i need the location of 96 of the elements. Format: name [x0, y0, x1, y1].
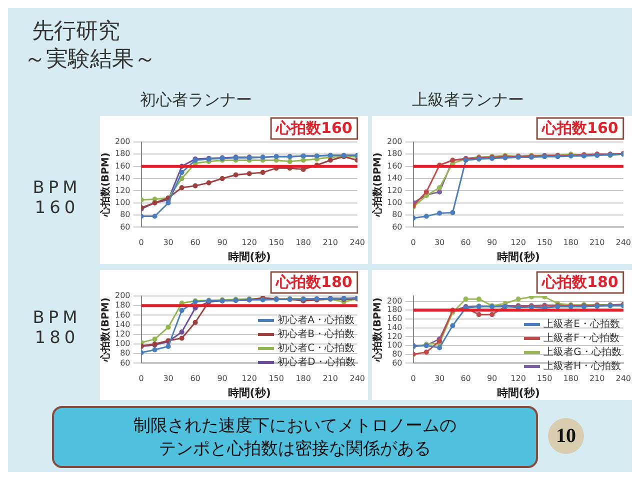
x-tick-label: 180: [563, 238, 578, 248]
y-tick-label: 120: [114, 186, 130, 195]
y-tick-label: 180: [114, 300, 130, 310]
legend-label: 上級者E・心拍数: [544, 318, 620, 331]
y-tick-label: 100: [386, 340, 402, 350]
text: 10: [548, 418, 584, 454]
y-axis-title: 心拍数(BPM): [372, 298, 384, 363]
text: 制限された速度下においてメトロノームの: [134, 415, 456, 437]
y-axis-title: 心拍数(BPM): [100, 298, 112, 363]
x-tick-label: 150: [536, 374, 552, 384]
y-tick-label: 160: [386, 314, 402, 324]
x-tick-label: 30: [434, 238, 445, 248]
text: BPM 160: [32, 178, 82, 218]
x-tick-label: 30: [434, 374, 445, 384]
x-tick-label: 150: [536, 238, 552, 248]
x-tick-label: 120: [510, 374, 526, 384]
x-tick-label: 30: [163, 238, 174, 248]
x-tick-label: 180: [296, 374, 311, 384]
y-tick-label: 160: [114, 161, 130, 170]
x-tick-label: 210: [322, 238, 338, 248]
x-tick-label: 120: [510, 238, 526, 248]
y-tick-label: 180: [386, 305, 402, 314]
y-tick-label: 100: [386, 198, 402, 207]
legend-label: 上級者F・心拍数: [544, 332, 620, 345]
x-tick-label: 180: [296, 238, 311, 248]
x-tick-label: 0: [138, 374, 144, 384]
x-tick-label: 240: [616, 238, 632, 248]
x-tick-label: 210: [589, 374, 605, 384]
text: ～実験結果～: [24, 46, 156, 74]
y-tick-label: 80: [120, 348, 130, 358]
y-tick-label: 120: [386, 186, 402, 195]
chart-title: 上級者ランナー: [412, 90, 524, 111]
x-tick-label: 90: [217, 374, 228, 384]
ref-line-label: 心拍数180: [275, 272, 352, 291]
y-tick-label: 60: [392, 358, 402, 368]
text: BPM 180: [32, 308, 82, 348]
x-tick-label: 30: [163, 374, 174, 384]
ref-line-label: 心拍数160: [275, 118, 352, 137]
y-tick-label: 140: [114, 174, 130, 183]
x-tick-label: 180: [563, 374, 578, 384]
y-tick-label: 80: [392, 210, 402, 220]
y-tick-label: 80: [392, 349, 402, 358]
text: 先行研究: [32, 18, 120, 46]
y-tick-label: 120: [114, 329, 130, 338]
y-tick-label: 60: [120, 358, 130, 368]
y-axis-title: 心拍数(BPM): [100, 152, 112, 218]
x-axis-title: 時間(秒): [228, 386, 271, 400]
y-tick-label: 180: [114, 149, 130, 158]
x-tick-label: 120: [242, 374, 257, 384]
x-tick-label: 90: [217, 238, 228, 248]
legend-label: 上級者H・心拍数: [544, 360, 622, 373]
y-tick-label: 60: [120, 222, 130, 232]
x-tick-label: 210: [322, 374, 338, 384]
chart-title: 初心者ランナー: [140, 90, 252, 111]
x-tick-label: 150: [268, 238, 284, 248]
y-tick-label: 100: [114, 339, 130, 348]
x-tick-label: 90: [486, 238, 498, 248]
x-tick-label: 0: [410, 238, 416, 248]
x-tick-label: 240: [616, 374, 632, 384]
x-axis-title: 時間(秒): [228, 250, 271, 264]
x-tick-label: 210: [589, 238, 605, 248]
x-tick-label: 240: [350, 238, 366, 248]
y-tick-label: 200: [114, 137, 130, 146]
legend-label: 初心者B・心拍数: [278, 328, 355, 341]
x-tick-label: 0: [138, 238, 144, 248]
x-tick-label: 60: [460, 374, 471, 384]
y-tick-label: 200: [386, 137, 402, 146]
ref-line-label: 心拍数160: [541, 118, 618, 137]
y-tick-label: 80: [120, 210, 130, 220]
legend-label: 上級者G・心拍数: [544, 346, 622, 359]
x-axis-title: 時間(秒): [496, 386, 540, 400]
y-tick-label: 140: [386, 174, 402, 183]
y-tick-label: 200: [114, 291, 130, 300]
y-tick-label: 200: [386, 296, 402, 306]
text: テンポと心拍数は密接な関係がある: [159, 438, 431, 460]
x-tick-label: 60: [460, 238, 471, 248]
y-tick-label: 60: [392, 222, 402, 232]
x-axis-title: 時間(秒): [496, 250, 540, 264]
y-tick-label: 100: [114, 198, 130, 207]
y-tick-label: 180: [386, 149, 402, 158]
x-tick-label: 0: [410, 374, 416, 384]
x-tick-label: 240: [350, 374, 366, 384]
x-tick-label: 150: [268, 374, 284, 384]
y-tick-label: 160: [114, 310, 130, 320]
x-tick-label: 90: [486, 374, 498, 384]
ref-line-label: 心拍数180: [541, 272, 618, 291]
y-axis-title: 心拍数(BPM): [372, 152, 384, 218]
y-tick-label: 140: [114, 320, 130, 329]
x-tick-label: 120: [242, 238, 257, 248]
legend-label: 初心者C・心拍数: [278, 342, 355, 355]
x-tick-label: 60: [190, 238, 200, 248]
y-tick-label: 140: [386, 322, 402, 332]
legend-label: 初心者A・心拍数: [278, 314, 355, 327]
x-tick-label: 60: [190, 374, 200, 384]
y-tick-label: 160: [386, 161, 402, 170]
y-tick-label: 120: [386, 332, 402, 341]
